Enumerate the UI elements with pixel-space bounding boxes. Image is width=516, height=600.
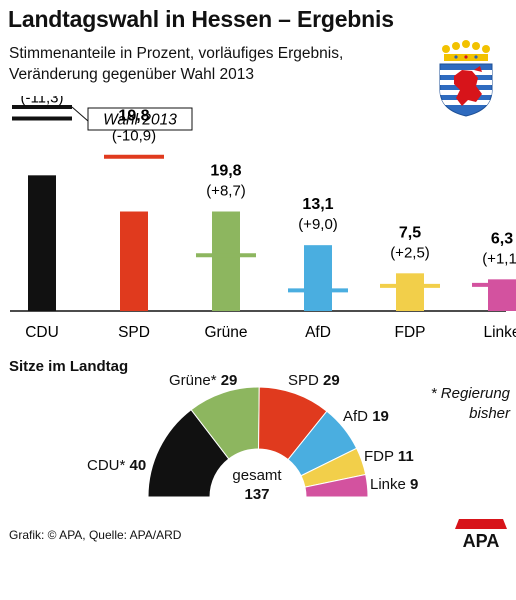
seat-label-gruene: Grüne* 29: [169, 372, 238, 389]
bar-0: [28, 175, 56, 311]
change-label-4: (+2,5): [390, 244, 430, 261]
value-label-5: 6,3: [491, 230, 513, 247]
change-label-0: (-11,3): [20, 96, 63, 107]
category-label-1: SPD: [118, 324, 150, 341]
change-label-2: (+8,7): [206, 183, 246, 200]
category-label-5: Linke: [483, 324, 516, 341]
chart-subtitle: Stimmenanteile in Prozent, vorläufiges E…: [9, 45, 344, 83]
svg-text:APA: APA: [463, 531, 500, 549]
arc-layer: [147, 386, 369, 498]
government-note: * Regierung bisher: [430, 385, 510, 422]
seat-label-afd: AfD 19: [343, 408, 389, 425]
legend: Wahl 2013: [12, 105, 193, 131]
chart-title: Landtagswahl in Hessen – Ergebnis: [8, 6, 394, 32]
value-label-1: 19,8: [118, 108, 149, 125]
seat-label-cdu: CDU* 40: [87, 457, 147, 474]
seat-label-fdp: FDP 11: [364, 448, 414, 465]
seat-segment-5: [304, 473, 369, 498]
seats-title: Sitze im Landtag: [9, 358, 129, 375]
total-seats-value: 137: [244, 486, 270, 503]
category-label-4: FDP: [395, 324, 426, 341]
total-seats-label: gesamt: [232, 467, 282, 484]
apa-logo-icon: APA: [455, 519, 507, 549]
category-label-2: Grüne: [204, 324, 247, 341]
vote-share-bar-chart: Wahl 2013 27,0(-11,3)CDU19,8(-10,9)SPD19…: [10, 96, 516, 341]
value-label-2: 19,8: [210, 163, 241, 180]
bar-3: [304, 245, 332, 311]
category-label-0: CDU: [25, 324, 59, 341]
bar-2: [212, 211, 240, 311]
change-label-5: (+1,1): [482, 250, 516, 267]
legend-box: [87, 107, 193, 131]
legend-label: Wahl 2013: [103, 112, 177, 129]
seat-label-linke: Linke 9: [370, 476, 419, 493]
crown-icon: [442, 40, 490, 61]
change-label-3: (+9,0): [298, 216, 338, 233]
bar-layer: 27,0(-11,3)CDU19,8(-10,9)SPD19,8(+8,7)Gr…: [12, 96, 516, 341]
bar-1: [120, 211, 148, 311]
category-label-3: AfD: [305, 324, 331, 341]
value-label-3: 13,1: [302, 196, 333, 213]
change-label-1: (-10,9): [112, 128, 156, 145]
seat-label-spd: SPD 29: [288, 372, 340, 389]
bar-4: [396, 273, 424, 311]
value-label-4: 7,5: [399, 224, 421, 241]
seat-distribution-hemicycle: [147, 386, 369, 498]
source-credit: Grafik: © APA, Quelle: APA/ARD: [9, 528, 182, 542]
legend-connector: [71, 106, 89, 122]
hessen-coat-of-arms-icon: [439, 40, 493, 117]
